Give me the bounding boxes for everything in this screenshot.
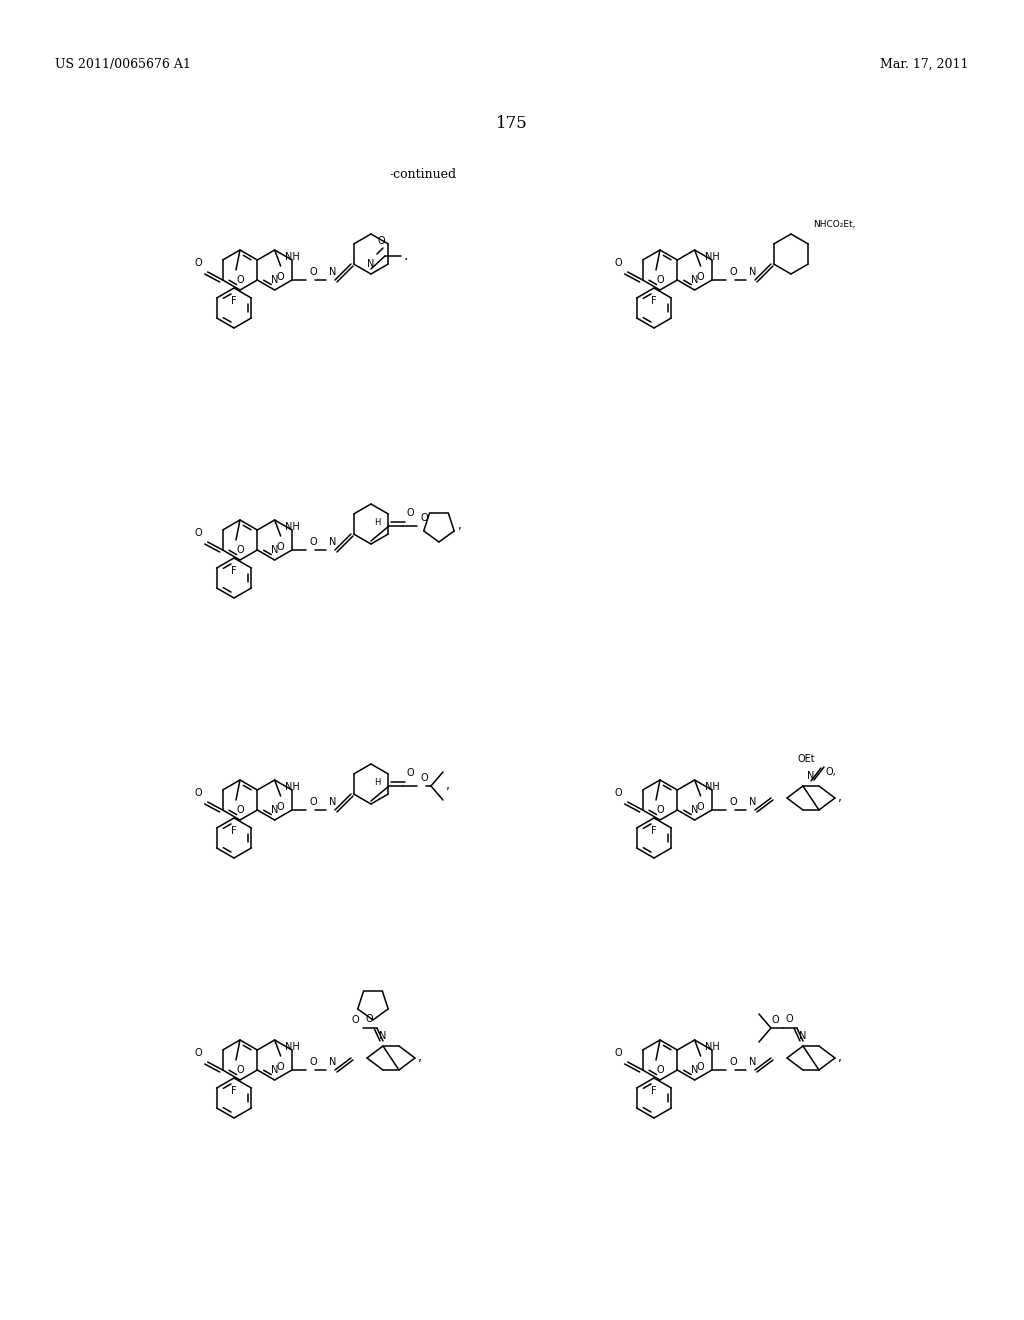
Text: ,: , (838, 1052, 842, 1064)
Text: N: N (800, 1031, 807, 1041)
Text: O: O (276, 1063, 285, 1072)
Text: O: O (730, 797, 737, 807)
Text: O: O (614, 788, 622, 799)
Text: O: O (730, 267, 737, 277)
Text: ,: , (458, 520, 462, 532)
Text: F: F (231, 566, 237, 576)
Text: F: F (651, 1086, 656, 1096)
Text: O: O (351, 1015, 359, 1026)
Text: ,: , (446, 780, 450, 792)
Text: O: O (614, 257, 622, 268)
Text: O: O (195, 788, 202, 799)
Text: F: F (651, 296, 656, 306)
Text: O: O (276, 803, 285, 812)
Text: O: O (310, 537, 317, 546)
Text: N: N (271, 805, 279, 814)
Text: O: O (377, 236, 385, 246)
Text: NH: NH (285, 521, 299, 532)
Text: O: O (407, 768, 415, 777)
Text: O: O (195, 1048, 202, 1059)
Text: US 2011/0065676 A1: US 2011/0065676 A1 (55, 58, 190, 71)
Text: O: O (407, 508, 415, 517)
Text: O: O (237, 805, 244, 814)
Text: H: H (374, 517, 380, 527)
Text: O: O (276, 543, 285, 552)
Text: O: O (421, 774, 429, 783)
Text: O: O (276, 272, 285, 282)
Text: O: O (730, 1057, 737, 1067)
Text: -continued: -continued (390, 168, 457, 181)
Text: NH: NH (705, 781, 720, 792)
Text: N: N (691, 805, 698, 814)
Text: O: O (656, 275, 664, 285)
Text: N: N (807, 771, 815, 781)
Text: N: N (329, 537, 336, 546)
Text: N: N (691, 275, 698, 285)
Text: ,: , (838, 792, 842, 804)
Text: O: O (656, 1065, 664, 1074)
Text: F: F (231, 296, 237, 306)
Text: NH: NH (705, 252, 720, 261)
Text: N: N (749, 267, 757, 277)
Text: O: O (696, 803, 705, 812)
Text: NH: NH (285, 781, 299, 792)
Text: F: F (231, 826, 237, 836)
Text: O: O (785, 1014, 793, 1024)
Text: O: O (421, 513, 429, 523)
Text: O: O (195, 528, 202, 539)
Text: O: O (310, 267, 317, 277)
Text: O: O (310, 797, 317, 807)
Text: O: O (195, 257, 202, 268)
Text: N: N (379, 1031, 387, 1041)
Text: N: N (329, 1057, 336, 1067)
Text: H: H (374, 777, 380, 787)
Text: N: N (691, 1065, 698, 1074)
Text: O: O (614, 1048, 622, 1059)
Text: 175: 175 (496, 115, 528, 132)
Text: O: O (366, 1014, 373, 1024)
Text: N: N (329, 797, 336, 807)
Text: OEt: OEt (797, 754, 815, 764)
Text: O,: O, (826, 767, 837, 777)
Text: O: O (656, 805, 664, 814)
Text: O: O (696, 272, 705, 282)
Text: N: N (368, 259, 375, 269)
Text: N: N (271, 545, 279, 554)
Text: O: O (237, 275, 244, 285)
Text: N: N (271, 1065, 279, 1074)
Text: NHCO₂Et,: NHCO₂Et, (813, 220, 855, 228)
Text: ,: , (418, 1052, 422, 1064)
Text: F: F (231, 1086, 237, 1096)
Text: N: N (271, 275, 279, 285)
Text: NH: NH (285, 1041, 299, 1052)
Text: N: N (329, 267, 336, 277)
Text: O: O (771, 1015, 779, 1026)
Text: N: N (749, 797, 757, 807)
Text: Mar. 17, 2011: Mar. 17, 2011 (881, 58, 969, 71)
Text: F: F (651, 826, 656, 836)
Text: N: N (749, 1057, 757, 1067)
Text: O: O (696, 1063, 705, 1072)
Text: O: O (237, 1065, 244, 1074)
Text: NH: NH (285, 252, 299, 261)
Text: NH: NH (705, 1041, 720, 1052)
Text: O: O (310, 1057, 317, 1067)
Text: .: . (403, 249, 409, 263)
Text: O: O (237, 545, 244, 554)
